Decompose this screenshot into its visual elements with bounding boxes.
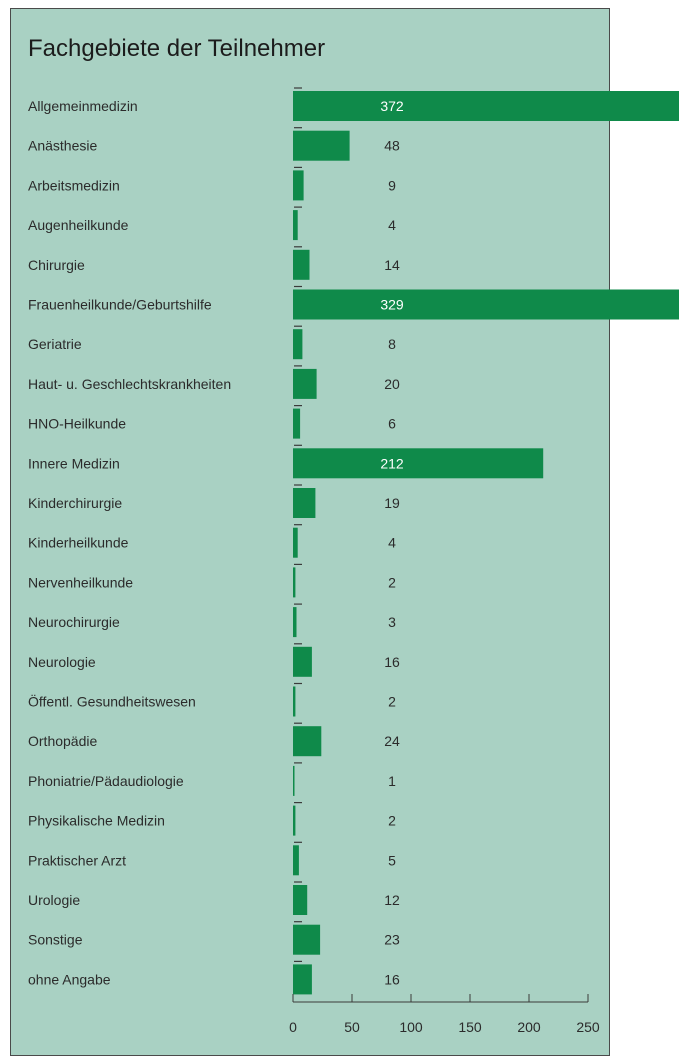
data-label: 16 (384, 971, 400, 987)
data-label: 1 (388, 773, 396, 789)
bar (293, 805, 296, 836)
x-tick-label: 150 (458, 1019, 482, 1035)
category-label: Frauenheilkunde/Geburtshilfe (28, 297, 212, 313)
x-tick-label: 100 (399, 1019, 423, 1035)
bar (293, 130, 350, 161)
category-label: Kinderheilkunde (28, 535, 129, 551)
data-label: 4 (388, 535, 396, 551)
x-tick-label: 200 (517, 1019, 541, 1035)
bar (293, 170, 304, 201)
category-label: Geriatrie (28, 336, 82, 352)
bar (293, 408, 301, 439)
data-label: 2 (388, 813, 396, 829)
category-label: Kinderchirurgie (28, 495, 122, 511)
category-label: Allgemeinmedizin (28, 98, 138, 114)
data-label: 9 (388, 177, 396, 193)
data-label: 4 (388, 217, 396, 233)
category-label: HNO-Heilkunde (28, 416, 126, 432)
data-label: 3 (388, 614, 396, 630)
data-label: 5 (388, 852, 396, 868)
bar (293, 527, 298, 558)
category-label: Neurochirurgie (28, 614, 120, 630)
category-label: Physikalische Medizin (28, 813, 165, 829)
bar (293, 329, 303, 360)
x-tick-label: 250 (576, 1019, 600, 1035)
data-label: 372 (380, 98, 404, 114)
category-label: Haut- u. Geschlechtskrankheiten (28, 376, 231, 392)
x-tick-label: 0 (289, 1019, 297, 1035)
bar (293, 964, 312, 995)
category-label: Anästhesie (28, 138, 97, 154)
data-label: 20 (384, 376, 400, 392)
bar (293, 765, 295, 796)
bar (293, 924, 321, 955)
data-label: 329 (380, 297, 404, 313)
x-tick-label: 50 (344, 1019, 360, 1035)
bar (293, 845, 299, 876)
category-label: Arbeitsmedizin (28, 177, 120, 193)
category-label: Innere Medizin (28, 455, 120, 471)
data-label: 212 (380, 455, 404, 471)
bar (293, 249, 310, 280)
data-label: 16 (384, 654, 400, 670)
bar (293, 726, 322, 757)
data-label: 2 (388, 694, 396, 710)
data-label: 48 (384, 138, 400, 154)
category-label: Orthopädie (28, 733, 97, 749)
category-label: Augenheilkunde (28, 217, 129, 233)
data-label: 6 (388, 416, 396, 432)
category-label: Chirurgie (28, 257, 85, 273)
data-label: 23 (384, 932, 400, 948)
x-axis: 0 50 100 150 200 250 (289, 994, 600, 1035)
bar (293, 686, 296, 717)
chart-title: Fachgebiete der Teilnehmer (28, 35, 325, 62)
bar (293, 488, 316, 518)
data-label: 14 (384, 257, 400, 273)
bar (293, 91, 679, 121)
category-label: ohne Angabe (28, 971, 111, 987)
bar (293, 289, 679, 320)
chart-panel (10, 8, 610, 1056)
category-label: Phoniatrie/Pädaudiologie (28, 773, 184, 789)
data-label: 19 (384, 495, 400, 511)
bar (293, 646, 312, 677)
bar (293, 368, 317, 399)
bar (293, 210, 298, 241)
category-label: Neurologie (28, 654, 96, 670)
bar (293, 885, 308, 915)
data-label: 2 (388, 574, 396, 590)
category-label: Urologie (28, 892, 80, 908)
category-label: Praktischer Arzt (28, 852, 126, 868)
category-label: Nervenheilkunde (28, 574, 133, 590)
bars-layer (293, 87, 679, 995)
bar (293, 607, 297, 638)
data-label: 24 (384, 733, 400, 749)
data-label: 8 (388, 336, 396, 352)
category-label: Sonstige (28, 932, 83, 948)
bar (293, 448, 544, 479)
data-label: 12 (384, 892, 400, 908)
category-label: Öffentl. Gesundheitswesen (28, 693, 196, 710)
bar (293, 567, 296, 598)
